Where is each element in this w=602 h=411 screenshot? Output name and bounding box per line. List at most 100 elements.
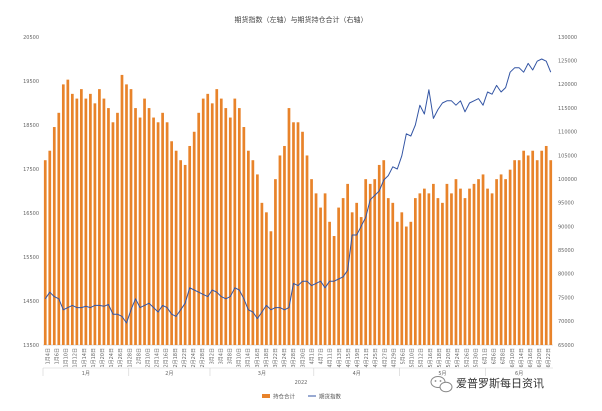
right-tick-label: 100000 [558,177,577,183]
left-tick-label: 14500 [23,299,39,305]
bar-74 [377,164,381,345]
right-tick-label: 110000 [558,130,577,136]
bar-38 [215,89,219,346]
bar-9 [84,98,88,345]
bar-92 [459,188,462,345]
bar-102 [504,179,507,345]
bar-25 [156,122,160,345]
bar-62 [323,193,327,345]
bar-83 [418,193,422,345]
bar-30 [179,160,183,345]
bar-16 [116,112,119,345]
bar-78 [395,221,399,345]
bar-70 [359,217,363,345]
x-tick-label: 1月10日 [64,348,70,368]
bar-88 [441,202,444,345]
bar-41 [228,117,232,345]
bar-26 [161,112,164,345]
bar-64 [332,236,336,345]
bar-4 [61,84,65,345]
bar-20 [134,108,137,345]
left-tick-label: 20500 [23,35,39,41]
bar-47 [256,174,259,345]
x-tick-label: 5月20日 [446,348,452,368]
x-tick-label: 6月22日 [546,348,552,368]
bar-76 [386,198,390,345]
bar-50 [269,231,273,345]
legend-bar-label: 持仓合计 [273,393,296,401]
x-tick-label: 6月14日 [519,348,525,368]
bar-98 [486,188,489,345]
x-tick-label: 3月2日 [209,348,215,364]
year-label: 2022 [295,380,308,386]
bar-94 [468,188,471,345]
x-tick-label: 3月18日 [264,348,270,368]
x-tick-label: 4月11日 [328,348,334,368]
bar-57 [301,131,304,345]
bar-84 [423,188,426,345]
bar-65 [337,207,340,345]
x-tick-label: 6月16日 [528,348,534,368]
x-tick-label: 3月28日 [291,348,297,368]
x-tick-label: 5月24日 [455,348,461,368]
bar-96 [477,179,480,345]
bar-27 [165,122,169,345]
right-tick-label: 70000 [558,319,574,325]
x-tick-label: 2月28日 [200,348,206,368]
bar-112 [549,160,553,345]
bar-82 [413,198,417,345]
x-tick-label: 3月24日 [282,348,288,368]
bar-81 [409,221,413,345]
bar-54 [287,108,291,345]
bar-18 [125,84,128,345]
bar-15 [111,122,115,345]
bar-73 [373,179,377,345]
right-tick-label: 125000 [558,58,577,64]
bar-0 [43,160,47,345]
bar-13 [102,98,106,345]
bar-104 [513,160,516,345]
month-labels: 1月 2月 3月 4月 5月 6月 [42,367,553,377]
bar-32 [188,145,192,345]
bar-99 [490,193,494,345]
bar-33 [192,131,196,345]
bar-60 [314,193,318,345]
right-tick-label: 65000 [558,343,574,349]
wechat-icon [430,376,453,393]
bar-6 [70,93,74,345]
bar-39 [219,98,223,345]
x-tick-label: 1月28日 [127,348,133,368]
bar-109 [535,160,539,345]
x-tick-label: 4月13日 [337,348,343,368]
bar-43 [237,108,241,345]
x-tick-label: 6月20日 [537,348,543,368]
bar-91 [454,179,458,345]
x-tick-label: 5月16日 [428,348,434,368]
left-tick-label: 19500 [23,79,39,85]
month-label: 5月 [438,371,446,377]
month-label: 4月 [353,371,361,377]
month-label: 6月 [515,371,523,377]
bar-67 [346,183,349,345]
left-axis: 13500 14500 15500 16500 17500 18500 19500 20500 [23,35,39,349]
x-tick-label: 1月24日 [109,348,115,368]
x-tick-label: 2月8日 [136,348,142,364]
bar-11 [93,103,97,345]
x-tick-label: 3月4日 [218,348,224,364]
x-tick-label: 4月1日 [309,348,315,364]
bar-95 [472,183,476,345]
bar-49 [265,212,268,345]
bar-85 [427,193,431,345]
x-tick-label: 2月24日 [191,348,197,368]
bar-21 [138,117,142,345]
bar-3 [57,112,61,345]
bar-71 [364,179,368,345]
x-tick-label: 3月10日 [237,348,243,368]
line-path [44,58,552,324]
bar-59 [310,179,313,345]
bar-37 [210,103,214,345]
bar-105 [517,160,521,345]
bar-14 [107,108,110,345]
x-tick-label: 1月20日 [100,348,106,368]
bar-87 [436,198,440,345]
